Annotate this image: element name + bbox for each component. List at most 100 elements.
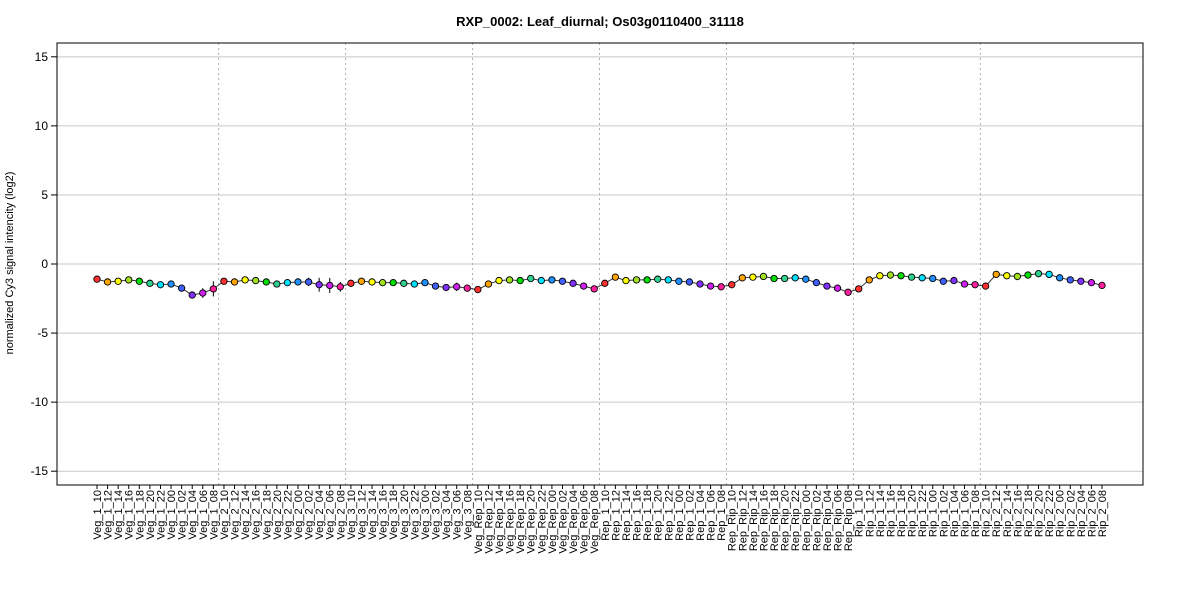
data-point bbox=[505, 276, 514, 284]
x-tick-label: Veg_1_08 bbox=[208, 490, 220, 540]
x-tick-label: Veg_2_00 bbox=[293, 490, 305, 540]
x-tick-label: Veg_Rep_02 bbox=[557, 490, 569, 554]
data-point bbox=[918, 274, 926, 282]
data-point bbox=[876, 272, 884, 280]
x-tick-label: Rip_2_00 bbox=[1055, 490, 1067, 537]
data-point bbox=[791, 274, 799, 282]
chart-title: RXP_0002: Leaf_diurnal; Os03g0110400_311… bbox=[456, 14, 744, 29]
data-point bbox=[706, 282, 715, 290]
data-point bbox=[1024, 271, 1032, 279]
data-point bbox=[696, 280, 704, 288]
x-tick-label: Rep_Rip_20 bbox=[780, 490, 792, 551]
data-point bbox=[717, 283, 725, 291]
data-point bbox=[675, 277, 683, 285]
data-point bbox=[601, 279, 609, 287]
x-tick-label: Rep_1_00 bbox=[674, 490, 686, 541]
x-tick-label: Rip_2_06 bbox=[1086, 490, 1098, 537]
y-tick-label: 15 bbox=[35, 50, 49, 64]
x-tick-label: Rep_Rip_10 bbox=[727, 490, 739, 551]
x-tick-label: Rip_2_18 bbox=[1023, 490, 1035, 537]
data-point bbox=[1013, 272, 1022, 281]
data-point bbox=[114, 277, 122, 285]
x-tick-label: Veg_1_14 bbox=[113, 490, 125, 540]
data-point bbox=[273, 280, 281, 288]
data-point bbox=[400, 279, 408, 287]
data-point bbox=[749, 273, 757, 281]
x-tick-label: Veg_Rep_14 bbox=[494, 490, 506, 554]
data-point bbox=[230, 278, 239, 286]
x-tick-label: Rep_1_06 bbox=[706, 490, 718, 541]
data-point bbox=[685, 278, 694, 286]
data-point bbox=[907, 273, 916, 281]
x-tick-label: Rip_2_10 bbox=[981, 490, 993, 537]
data-point bbox=[389, 278, 397, 287]
data-point bbox=[125, 276, 133, 284]
data-point bbox=[897, 272, 905, 280]
x-tick-label: Veg_2_20 bbox=[272, 490, 284, 540]
data-point bbox=[981, 282, 990, 290]
x-tick-label: Rep_Rip_06 bbox=[833, 490, 845, 551]
x-tick-label: Veg_1_22 bbox=[155, 490, 167, 540]
data-point bbox=[283, 278, 292, 287]
x-tick-label: Veg_Rep_00 bbox=[547, 490, 559, 554]
data-point bbox=[463, 284, 471, 292]
x-tick-label: Veg_Rep_20 bbox=[526, 490, 538, 554]
group-separators bbox=[218, 43, 981, 485]
x-tick-label: Veg_2_18 bbox=[261, 490, 273, 540]
x-tick-label: Rep_Rip_14 bbox=[748, 490, 760, 551]
x-tick-label: Veg_2_06 bbox=[325, 490, 337, 540]
x-tick-label: Veg_1_04 bbox=[187, 490, 199, 540]
data-point bbox=[654, 275, 662, 283]
data-point bbox=[802, 275, 810, 283]
x-tick-label: Veg_2_08 bbox=[335, 490, 347, 540]
x-tick-label: Rep_Rip_08 bbox=[843, 490, 855, 551]
data-point bbox=[960, 280, 969, 288]
x-tick-label: Rip_1_22 bbox=[917, 490, 929, 537]
x-tick-label: Veg_3_20 bbox=[399, 490, 411, 540]
x-tick-label: Veg_2_10 bbox=[219, 490, 231, 540]
data-points bbox=[93, 270, 1106, 299]
x-tick-label: Rip_2_22 bbox=[1044, 490, 1056, 537]
x-axis: Veg_1_10Veg_1_12Veg_1_14Veg_1_16Veg_1_18… bbox=[92, 485, 1109, 554]
data-point bbox=[93, 275, 101, 283]
data-point bbox=[326, 281, 334, 290]
data-point bbox=[135, 277, 143, 285]
data-point bbox=[442, 283, 450, 292]
data-point bbox=[939, 277, 947, 285]
x-tick-label: Veg_1_16 bbox=[124, 490, 136, 540]
data-point bbox=[886, 271, 895, 279]
x-tick-label: Veg_1_06 bbox=[198, 490, 210, 540]
x-tick-label: Veg_1_02 bbox=[177, 490, 189, 540]
x-tick-label: Rep_Rip_00 bbox=[801, 490, 813, 551]
data-point bbox=[833, 284, 842, 292]
data-point bbox=[220, 277, 228, 285]
data-point bbox=[643, 276, 651, 284]
x-tick-label: Rep_Rip_12 bbox=[737, 490, 749, 551]
data-point bbox=[1087, 278, 1096, 287]
x-tick-label: Rip_2_02 bbox=[1065, 490, 1077, 537]
data-point bbox=[262, 278, 270, 286]
data-point bbox=[421, 278, 429, 287]
x-tick-label: Veg_3_02 bbox=[431, 490, 443, 540]
data-point bbox=[516, 276, 524, 285]
x-tick-label: Rep_Rip_18 bbox=[769, 490, 781, 551]
x-tick-label: Rip_1_18 bbox=[896, 490, 908, 537]
x-tick-label: Rip_1_04 bbox=[949, 490, 961, 537]
data-point bbox=[347, 279, 355, 287]
x-tick-label: Rip_2_16 bbox=[1012, 490, 1024, 537]
x-tick-label: Veg_1_00 bbox=[166, 490, 178, 540]
data-point bbox=[1066, 276, 1074, 284]
x-tick-label: Veg_3_08 bbox=[462, 490, 474, 540]
data-point bbox=[199, 289, 207, 297]
data-point bbox=[1098, 281, 1106, 290]
data-point bbox=[992, 270, 1000, 279]
x-tick-label: Rep_Rip_02 bbox=[811, 490, 823, 551]
x-tick-label: Rep_1_08 bbox=[716, 490, 728, 541]
y-tick-label: -5 bbox=[37, 326, 48, 340]
x-tick-label: Rep_1_14 bbox=[621, 490, 633, 541]
data-point bbox=[558, 277, 567, 285]
y-axis: -15 -10 -5 0 5 10 15 bbox=[31, 50, 57, 478]
data-point bbox=[548, 276, 556, 284]
y-tick-label: 0 bbox=[41, 257, 48, 271]
y-tick-label: -15 bbox=[31, 464, 49, 478]
